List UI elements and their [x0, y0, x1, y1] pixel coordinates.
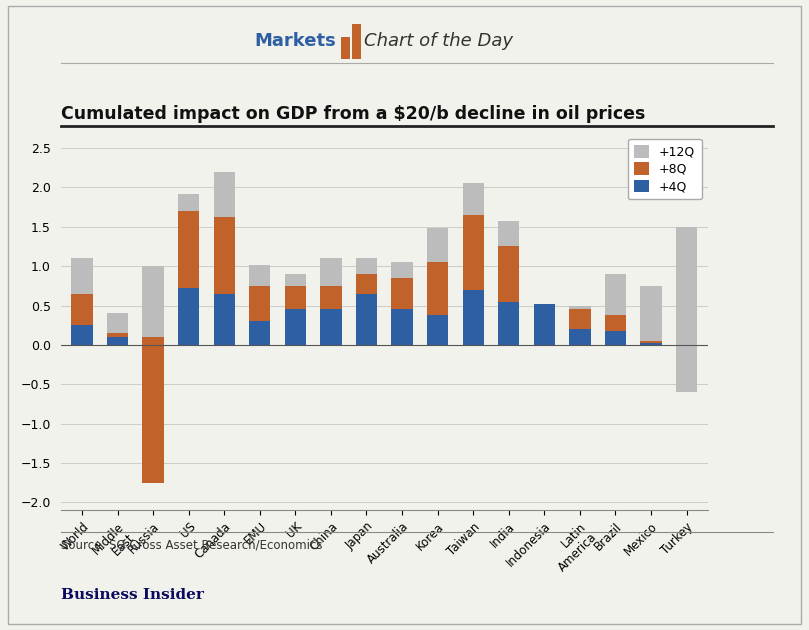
Bar: [570, 306, 591, 309]
Bar: [392, 309, 413, 345]
Bar: [427, 228, 448, 262]
Bar: [392, 262, 413, 278]
Bar: [676, 253, 697, 345]
Bar: [463, 183, 484, 215]
Bar: [142, 337, 163, 483]
Text: Source: SG Cross Asset Research/Economics: Source: SG Cross Asset Research/Economic…: [61, 539, 322, 552]
Bar: [534, 304, 555, 345]
Bar: [107, 337, 129, 345]
Text: Markets: Markets: [254, 32, 336, 50]
Bar: [356, 258, 377, 274]
Bar: [214, 294, 235, 345]
Bar: [463, 215, 484, 290]
Bar: [498, 221, 519, 246]
Bar: [71, 294, 93, 325]
Bar: [285, 274, 306, 286]
Bar: [676, 227, 697, 253]
Bar: [605, 331, 626, 345]
Bar: [285, 309, 306, 345]
Text: Cumulated impact on GDP from a $20/b decline in oil prices: Cumulated impact on GDP from a $20/b dec…: [61, 105, 645, 123]
Bar: [356, 294, 377, 345]
Bar: [640, 343, 662, 345]
Bar: [71, 325, 93, 345]
Bar: [285, 286, 306, 309]
Bar: [107, 333, 129, 337]
Bar: [356, 274, 377, 294]
Bar: [605, 315, 626, 331]
Bar: [605, 274, 626, 315]
Bar: [463, 290, 484, 345]
Text: Business Insider: Business Insider: [61, 588, 204, 602]
Bar: [178, 211, 199, 288]
Bar: [178, 194, 199, 211]
Bar: [214, 171, 235, 217]
Bar: [640, 286, 662, 341]
Legend: +12Q, +8Q, +4Q: +12Q, +8Q, +4Q: [628, 139, 701, 200]
Bar: [71, 258, 93, 294]
Bar: [640, 341, 662, 343]
Bar: [427, 315, 448, 345]
Bar: [392, 278, 413, 309]
Bar: [570, 309, 591, 329]
Text: Chart of the Day: Chart of the Day: [364, 32, 513, 50]
Bar: [142, 266, 163, 337]
Bar: [142, 345, 163, 483]
Bar: [320, 258, 341, 286]
Bar: [178, 288, 199, 345]
Bar: [570, 329, 591, 345]
Bar: [498, 246, 519, 302]
Bar: [249, 265, 270, 286]
Bar: [676, 227, 697, 392]
Bar: [498, 302, 519, 345]
Bar: [214, 217, 235, 294]
Bar: [320, 286, 341, 309]
Bar: [107, 313, 129, 333]
Bar: [249, 286, 270, 321]
Bar: [249, 321, 270, 345]
Bar: [320, 309, 341, 345]
Bar: [427, 262, 448, 315]
